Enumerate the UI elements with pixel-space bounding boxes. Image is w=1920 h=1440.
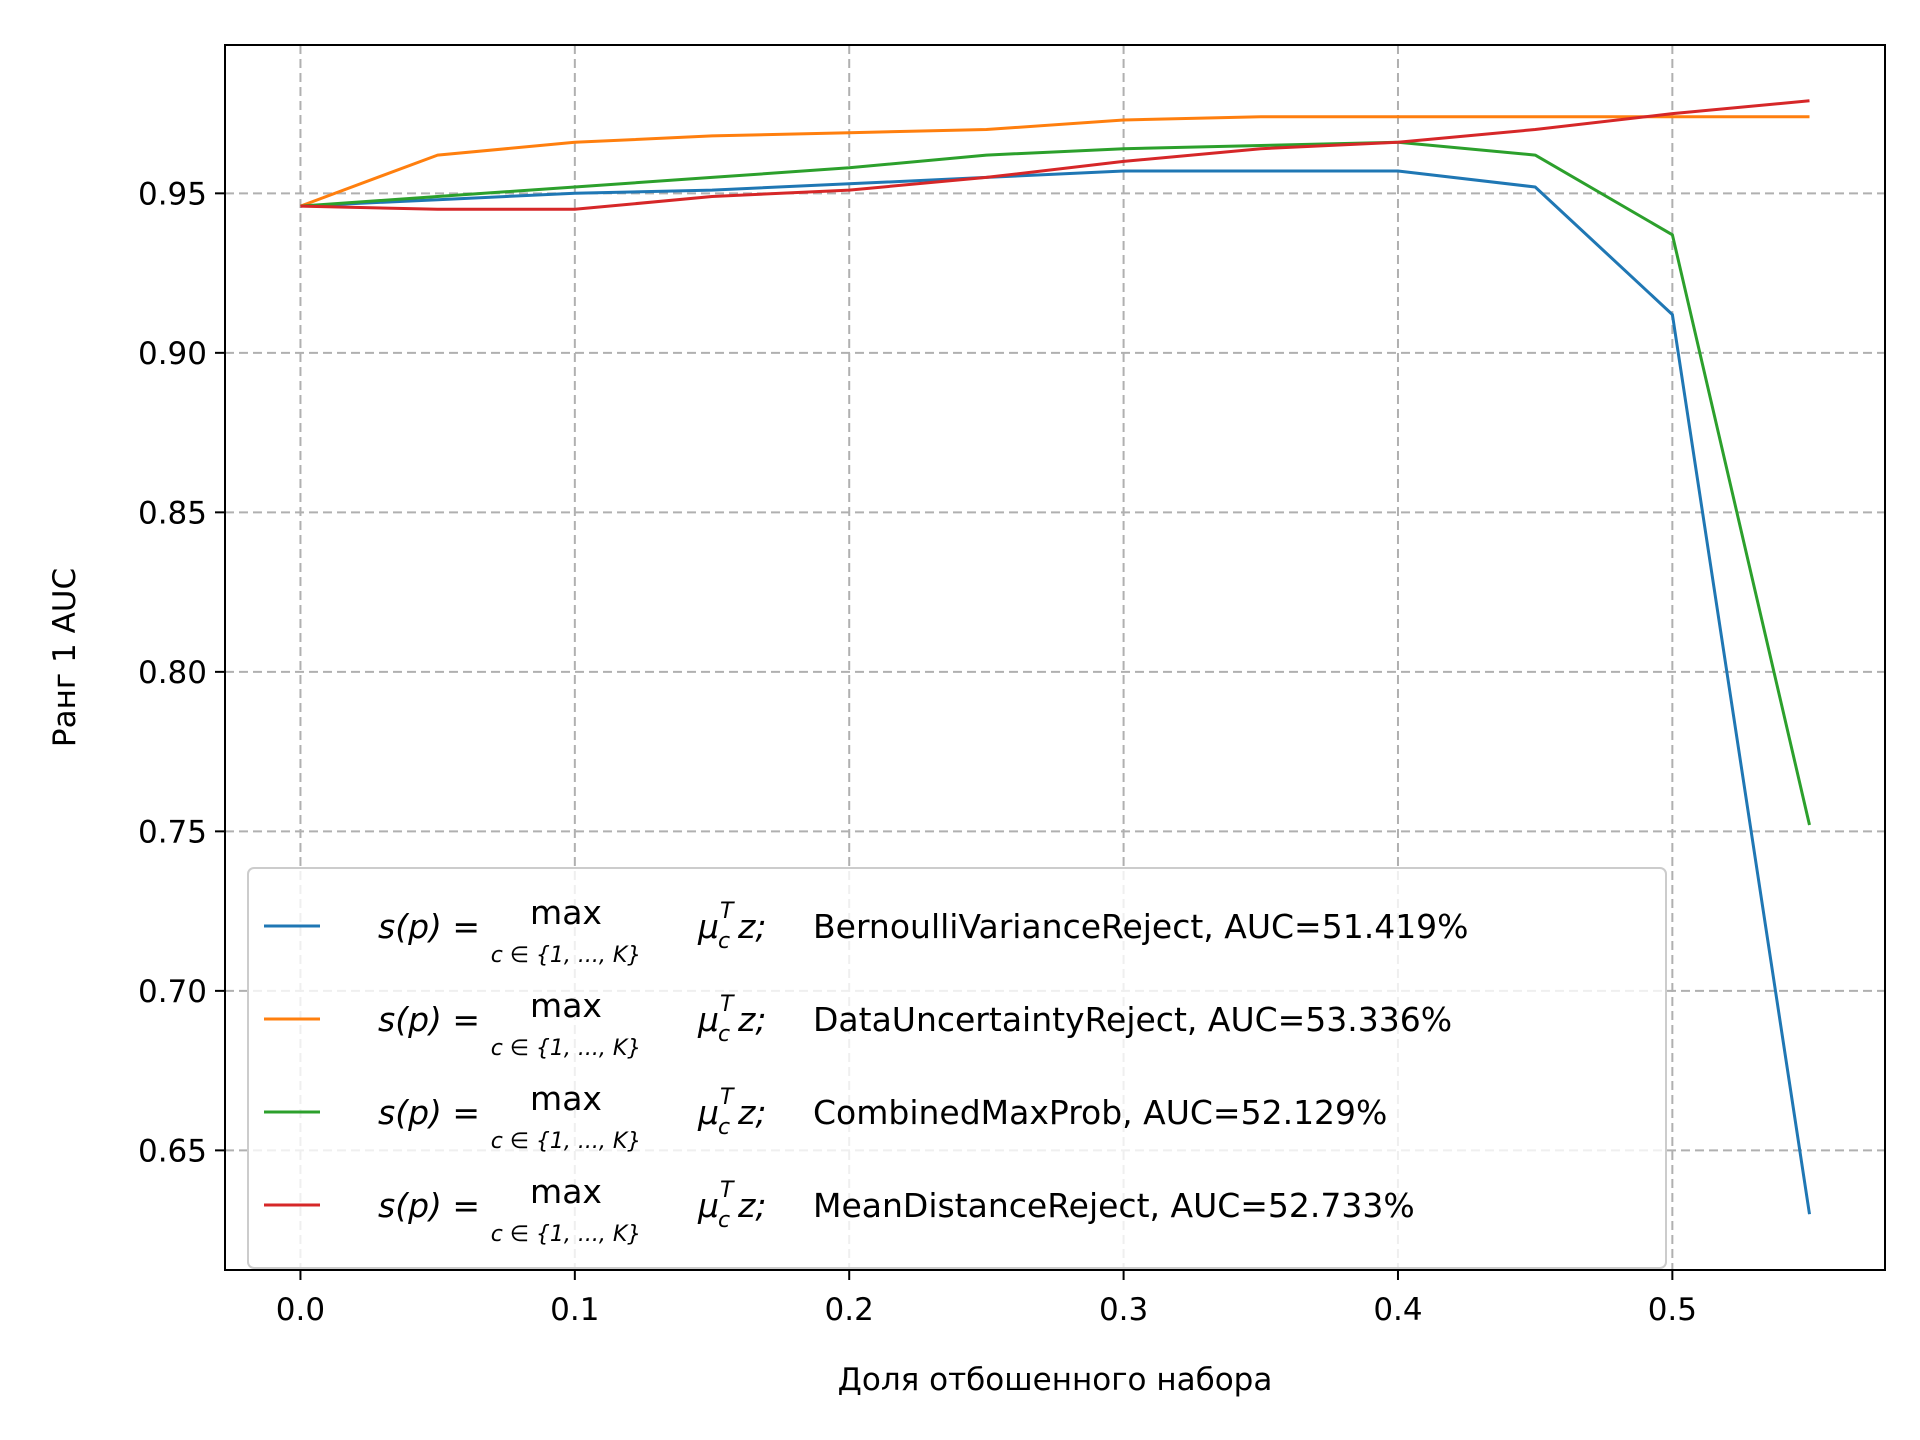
x-tick-label: 0.2 (825, 1292, 874, 1328)
legend-formula-sub: c ∈ {1, ..., K} (491, 943, 642, 968)
legend-label: DataUncertaintyReject, AUC=53.336% (813, 1000, 1452, 1039)
legend-entry: s(p) = max c ∈ {1, ..., K} μ Tc z; DataUncerta… (264, 986, 1452, 1061)
legend-formula-musub: c (718, 1022, 730, 1047)
legend-formula-tail: z; (737, 1093, 766, 1132)
legend-formula-mu: μ (697, 1000, 719, 1039)
y-tick-label: 0.75 (138, 814, 207, 850)
x-tick-label: 0.1 (550, 1292, 599, 1328)
legend-formula-sub: c ∈ {1, ..., K} (491, 1129, 642, 1154)
legend-formula-max: max (530, 1172, 602, 1211)
y-tick-label: 0.85 (138, 495, 207, 531)
x-tick-label: 0.3 (1099, 1292, 1148, 1328)
legend-label: MeanDistanceReject, AUC=52.733% (813, 1186, 1415, 1225)
y-tick-label: 0.65 (138, 1133, 207, 1169)
legend-formula-musub: c (718, 1115, 730, 1140)
legend-formula-tail: z; (737, 1186, 766, 1225)
legend-formula-mu: μ (697, 1093, 719, 1132)
legend-formula-max: max (530, 893, 602, 932)
axis-ticks: 0.0 0.1 0.2 0.3 0.4 0.5 0.65 0.70 0.75 0.80 0.85 0.… (138, 176, 1697, 1328)
legend-box (247, 867, 1667, 1269)
legend-formula-sub: c ∈ {1, ..., K} (491, 1036, 642, 1061)
legend-formula-sup: T (720, 992, 735, 1017)
y-tick-label: 0.80 (138, 655, 207, 691)
legend-entry: s(p) = max c ∈ {1, ..., K} μ Tc z; BernoulliVa… (264, 893, 1469, 968)
y-tick-label: 0.95 (138, 176, 207, 212)
series-line-2 (299, 115, 1810, 208)
series-line-3 (300, 140, 1811, 826)
legend-formula-lhs: s(p) = (378, 907, 480, 946)
y-axis-label: Ранг 1 AUC (47, 568, 83, 747)
legend-entry: s(p) = max c ∈ {1, ..., K} μ Tc z; CombinedMax… (264, 1079, 1387, 1154)
y-tick-label: 0.70 (138, 974, 207, 1010)
x-tick-label: 0.5 (1648, 1292, 1697, 1328)
legend-formula-lhs: s(p) = (378, 1000, 480, 1039)
legend-entry: s(p) = max c ∈ {1, ..., K} μ Tc z; MeanDistanc… (264, 1172, 1415, 1247)
legend-formula-max: max (530, 1079, 602, 1118)
legend-formula-lhs: s(p) = (378, 1093, 480, 1132)
series-lines (299, 99, 1811, 1215)
legend-formula-tail: z; (737, 1000, 766, 1039)
x-tick-label: 0.4 (1373, 1292, 1422, 1328)
legend-formula-mu: μ (697, 907, 719, 946)
legend-formula-musub: c (718, 1208, 730, 1233)
legend-formula-sub: c ∈ {1, ..., K} (491, 1222, 642, 1247)
series-line-1 (300, 169, 1811, 1215)
legend-formula-sup: T (720, 1178, 735, 1203)
legend-formula-musub: c (718, 929, 730, 954)
legend-label: CombinedMaxProb, AUC=52.129% (813, 1093, 1387, 1132)
legend-formula-lhs: s(p) = (378, 1186, 480, 1225)
series-line-4 (300, 99, 1810, 211)
legend-formula-max: max (530, 986, 602, 1025)
legend-formula-sup: T (720, 1085, 735, 1110)
legend-formula-tail: z; (737, 907, 766, 946)
y-tick-label: 0.90 (138, 336, 207, 372)
legend-formula-sup: T (720, 899, 735, 924)
legend-label: BernoulliVarianceReject, AUC=51.419% (813, 907, 1469, 946)
legend-formula-mu: μ (697, 1186, 719, 1225)
x-axis-label: Доля отбошенного набора (838, 1362, 1273, 1398)
plot-frame (224, 44, 1886, 1271)
x-tick-label: 0.0 (276, 1292, 325, 1328)
